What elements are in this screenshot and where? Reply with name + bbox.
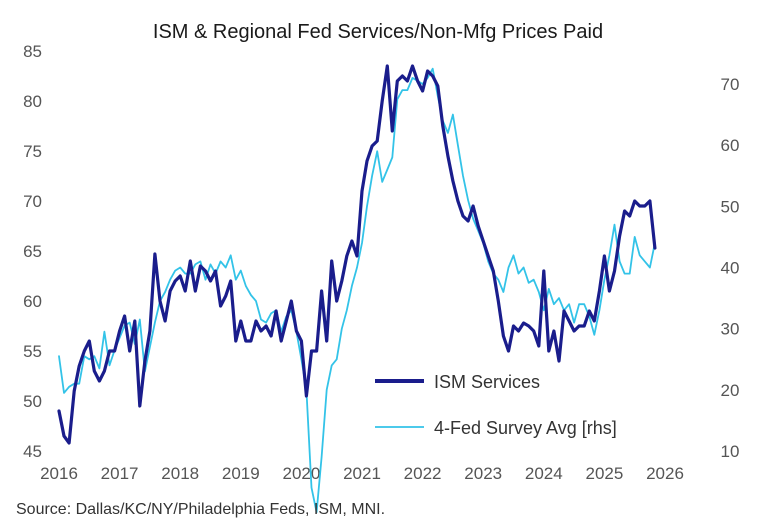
x-tick-label: 2016 — [40, 464, 78, 483]
x-tick-label: 2017 — [101, 464, 139, 483]
right-tick-label: 70 — [721, 75, 740, 94]
x-tick-label: 2021 — [343, 464, 381, 483]
x-tick-label: 2024 — [525, 464, 563, 483]
right-tick-label: 30 — [721, 320, 740, 339]
x-tick-label: 2023 — [464, 464, 502, 483]
left-tick-label: 80 — [23, 92, 42, 111]
x-tick-label: 2025 — [585, 464, 623, 483]
right-tick-label: 40 — [721, 259, 740, 278]
left-tick-label: 65 — [23, 242, 42, 261]
legend-label-ism-services: ISM Services — [434, 372, 540, 392]
left-tick-label: 45 — [23, 442, 42, 461]
left-axis: 45 50 55 60 65 70 75 80 85 — [23, 42, 42, 461]
x-tick-label: 2019 — [222, 464, 260, 483]
series-line-ism-services — [57, 64, 657, 445]
right-tick-label: 50 — [721, 197, 740, 216]
left-tick-label: 70 — [23, 192, 42, 211]
left-tick-label: 75 — [23, 142, 42, 161]
x-tick-label: 2020 — [282, 464, 320, 483]
right-tick-label: 20 — [721, 381, 740, 400]
x-axis: 2016 2017 2018 2019 2020 2021 2022 2023 2024 2025… — [40, 464, 684, 483]
chart-title: ISM & Regional Fed Services/Non-Mfg Pric… — [153, 21, 603, 43]
x-tick-label: 2022 — [404, 464, 442, 483]
x-tick-label: 2018 — [161, 464, 199, 483]
left-tick-label: 50 — [23, 392, 42, 411]
x-tick-label: 2026 — [646, 464, 684, 483]
right-tick-label: 60 — [721, 136, 740, 155]
source-note: Source: Dallas/KC/NY/Philadelphia Feds, … — [16, 501, 385, 518]
series-line-4-fed-survey-avg — [58, 67, 656, 514]
plot-area — [57, 64, 657, 514]
right-tick-label: 10 — [721, 442, 740, 461]
left-tick-label: 60 — [23, 292, 42, 311]
left-tick-label: 85 — [23, 42, 42, 61]
legend-label-4-fed-survey: 4-Fed Survey Avg [rhs] — [434, 418, 617, 438]
left-tick-label: 55 — [23, 342, 42, 361]
right-axis: 10 20 30 40 50 60 70 — [721, 75, 740, 461]
legend: ISM Services 4-Fed Survey Avg [rhs] — [375, 372, 617, 438]
